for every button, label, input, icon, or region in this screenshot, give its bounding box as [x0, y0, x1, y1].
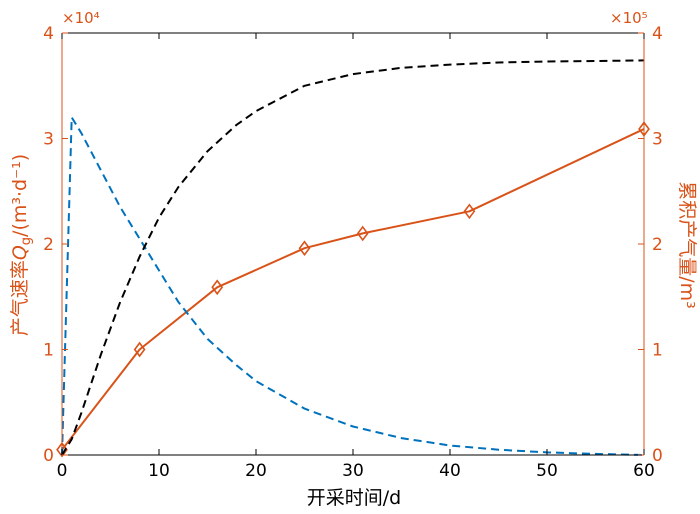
series-marker [356, 225, 369, 242]
x-tick-label: 60 [633, 461, 655, 481]
x-axis-label: 开采时间/d [307, 487, 401, 509]
x-tick-label: 0 [57, 461, 68, 481]
y-tick-label-right: 1 [652, 341, 663, 361]
y-axis-label-left-unit: /(m³·d⁻¹) [9, 154, 31, 237]
series-marker [298, 240, 311, 257]
y-tick-label-left: 1 [43, 341, 54, 361]
series-line-1 [61, 128, 645, 451]
x-tick-label: 50 [536, 461, 558, 481]
series-marker [463, 203, 476, 220]
y-axis-label-left-sub: g [19, 237, 34, 245]
y-axis-label-left-symbol: Q [9, 245, 31, 260]
axes: 0 10 20 30 40 50 600 01 12 23 34 4 [43, 24, 663, 481]
y-tick-label-left: 2 [43, 235, 54, 255]
y-tick-label-right: 0 [652, 446, 663, 466]
y-tick-label-right: 4 [652, 24, 663, 44]
left-scale-label: ×10⁴ [62, 9, 100, 27]
series-line-3 [61, 59, 645, 456]
series-marker [133, 341, 146, 358]
x-tick-label: 30 [342, 461, 364, 481]
x-tick-label: 10 [148, 461, 170, 481]
x-tick-label: 20 [245, 461, 267, 481]
series-line-2 [61, 116, 645, 456]
y-tick-label-left: 0 [43, 446, 54, 466]
y-tick-label-right: 3 [652, 130, 663, 150]
y-tick-label-right: 2 [652, 235, 663, 255]
y-tick-label-left: 4 [43, 24, 54, 44]
y-axis-label-left-main: 产气速率 [9, 260, 31, 336]
y-axis-label-right: 累积产气量/m³ [676, 181, 698, 309]
series-marker [211, 279, 224, 296]
x-tick-label: 40 [439, 461, 461, 481]
right-scale-label: ×10⁵ [610, 9, 648, 27]
y-tick-label-left: 3 [43, 130, 54, 150]
series-marker [56, 441, 68, 458]
plot-lines [56, 59, 650, 458]
y-axis-label-left: 产气速率Qg/(m³·d⁻¹) [9, 154, 34, 336]
